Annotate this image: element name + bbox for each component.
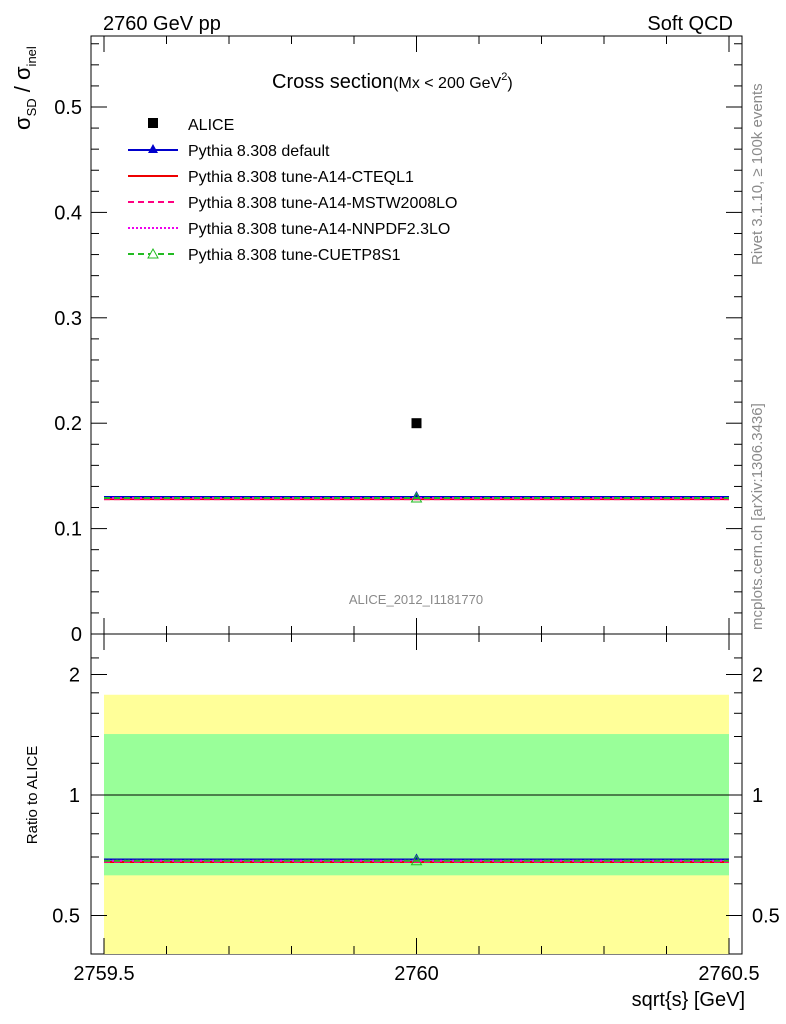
header-left: 2760 GeV pp <box>103 13 221 35</box>
y-tick-label: 0 <box>71 624 82 646</box>
legend-label: Pythia 8.308 tune-A14-NNPDF2.3LO <box>188 221 450 238</box>
y-tick-label: 0.4 <box>54 202 82 224</box>
ratio-series-marker <box>410 854 423 866</box>
legend-label: Pythia 8.308 tune-CUETP8S1 <box>188 247 401 264</box>
title-sub-close: ) <box>507 75 512 92</box>
series-marker <box>410 492 423 503</box>
legend-label: Pythia 8.308 tune-A14-MSTW2008LO <box>188 195 457 212</box>
header-right: Soft QCD <box>647 13 733 35</box>
legend-label: Pythia 8.308 default <box>188 143 330 160</box>
x-tick-label: 2760 <box>394 963 439 985</box>
ratio-y-tick-label: 0.5 <box>52 906 80 928</box>
x-tick-label: 2760.5 <box>698 963 759 985</box>
ratio-series-group <box>104 853 729 866</box>
analysis-id: ALICE_2012_I1181770 <box>349 592 483 607</box>
chart-title: Cross section(Mx < 200 GeV2) <box>272 71 513 93</box>
rivet-text: Rivet 3.1.10, ≥ 100k events <box>749 83 766 265</box>
x-tick-label: 2759.5 <box>73 963 134 985</box>
ratio-y-tick-label-right: 0.5 <box>752 906 780 928</box>
y-axis-label-main: σSD / σinel <box>10 46 39 130</box>
alice-data-point <box>411 418 422 429</box>
ylabel-sub1: SD <box>24 98 39 116</box>
ylabel-sub2: inel <box>24 46 39 66</box>
legend-label: Pythia 8.308 tune-A14-CTEQL1 <box>188 169 414 186</box>
ratio-y-tick-label: 2 <box>69 665 80 687</box>
y-tick-label: 0.5 <box>54 97 82 119</box>
legend: ALICE Pythia 8.308 default Pythia 8.308 tu… <box>128 117 457 264</box>
svg-text:σSD / σinel: σSD / σinel <box>10 46 39 130</box>
title-main: Cross section <box>272 71 393 93</box>
ratio-y-tick-label-right: 2 <box>752 665 763 687</box>
rivet-label: Rivet 3.1.10, ≥ 100k events <box>749 83 766 265</box>
legend-label: ALICE <box>188 117 234 134</box>
ratio-y-tick-label: 1 <box>69 785 80 807</box>
title-sub: (Mx < 200 GeV <box>393 75 501 92</box>
ratio-uncertainty-band-inner <box>104 734 729 876</box>
mcplots-text: mcplots.cern.ch [arXiv:1306.3436] <box>749 403 766 630</box>
ratio-y-tick-label-right: 1 <box>752 785 763 807</box>
axis-ticks: 0 0.1 0.2 0.3 0.4 0.5 2759.5 2760 2760.5 0.5 0.5 1 1… <box>52 36 780 985</box>
y-tick-label: 0.2 <box>54 413 82 435</box>
x-axis-label: sqrt{s} [GeV] <box>632 989 745 1011</box>
y-axis-label-ratio: Ratio to ALICE <box>24 746 41 844</box>
main-series-group <box>104 418 729 503</box>
y-tick-label: 0.3 <box>54 308 82 330</box>
legend-marker <box>148 144 158 153</box>
legend-marker <box>147 247 159 259</box>
legend-marker <box>148 118 158 128</box>
ylabel-slash: / σ <box>10 66 35 98</box>
ylabel-sigma: σ <box>10 116 35 130</box>
ylabel-ratio-text: Ratio to ALICE <box>24 746 41 844</box>
mcplots-label: mcplots.cern.ch [arXiv:1306.3436] <box>749 403 766 630</box>
title-sub-sup: 2 <box>501 71 507 83</box>
y-tick-label: 0.1 <box>54 519 82 541</box>
